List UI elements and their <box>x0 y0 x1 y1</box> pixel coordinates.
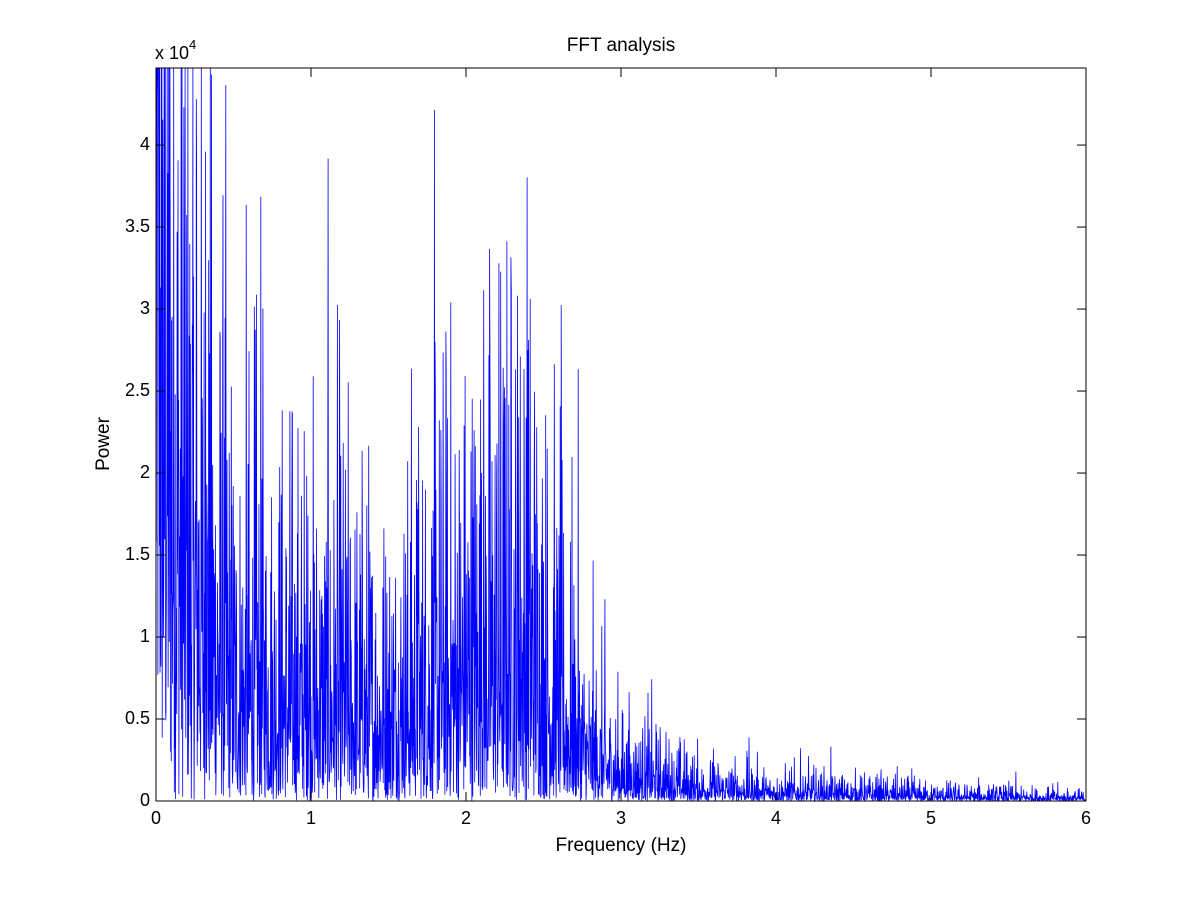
x-tick-label: 1 <box>305 808 316 828</box>
x-tick-label: 2 <box>460 808 471 828</box>
chart-title: FFT analysis <box>566 35 676 56</box>
x-tick-label: 0 <box>150 808 161 828</box>
axis-ticks <box>155 68 1087 802</box>
y-multiplier-exponent: 4 <box>189 37 197 52</box>
y-tick-label: 2 <box>139 462 150 482</box>
y-tick-label: 3.5 <box>124 216 150 236</box>
x-tick-label: 4 <box>770 808 781 828</box>
y-tick-label: 2.5 <box>124 380 150 400</box>
y-tick-label: 1.5 <box>124 544 150 564</box>
x-tick-label: 3 <box>615 808 626 828</box>
y-tick-label: 0 <box>139 790 150 810</box>
y-tick-label: 1 <box>139 626 150 646</box>
y-multiplier: x 104 <box>155 37 197 64</box>
y-multiplier-base: x 10 <box>155 43 190 63</box>
y-tick-label: 4 <box>139 134 150 154</box>
x-tick-label: 6 <box>1080 808 1091 828</box>
y-tick-label: 0.5 <box>124 708 150 728</box>
x-axis-label: Frequency (Hz) <box>555 835 687 856</box>
power-spectrum-line <box>155 67 1087 803</box>
y-tick-label: 3 <box>139 298 150 318</box>
x-tick-label: 5 <box>925 808 936 828</box>
